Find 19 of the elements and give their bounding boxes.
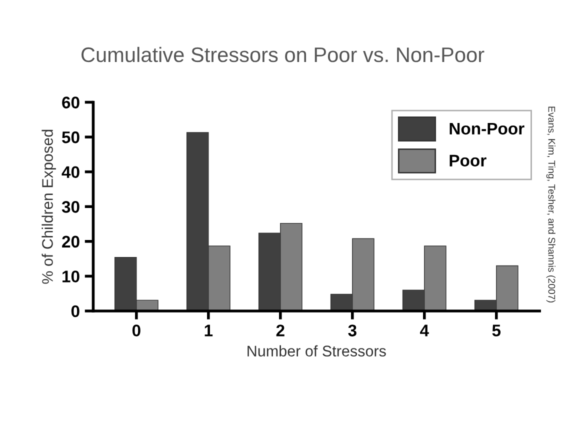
y-tick-label: 40	[62, 166, 80, 178]
y-tick-label: 50	[62, 131, 80, 144]
x-axis-title: Number of Stressors	[248, 345, 386, 356]
y-tick-label: 20	[62, 236, 80, 248]
x-tick-label: 0	[132, 324, 140, 336]
y-tick-label: 0	[71, 305, 80, 318]
x-tick-label: 1	[204, 324, 213, 336]
chart-title: Cumulative Stressors on Poor vs. Non-Poor	[82, 46, 484, 62]
y-axis-title: % of Children Exposed	[42, 130, 56, 284]
y-tick-label: 60	[62, 96, 80, 108]
x-tick-label: 3	[348, 324, 356, 336]
text: Evans, Kim, Ting, Tesher, and Shannis (2007)	[546, 106, 556, 302]
x-tick-label: 4	[420, 324, 429, 336]
x-tick-label: 5	[492, 324, 501, 336]
x-tick-label: 2	[276, 324, 284, 336]
y-tick-label: 10	[62, 270, 80, 282]
y-tick-label: 30	[62, 201, 80, 213]
legend-label: Non-Poor	[450, 122, 524, 135]
legend-label: Poor	[450, 154, 486, 166]
